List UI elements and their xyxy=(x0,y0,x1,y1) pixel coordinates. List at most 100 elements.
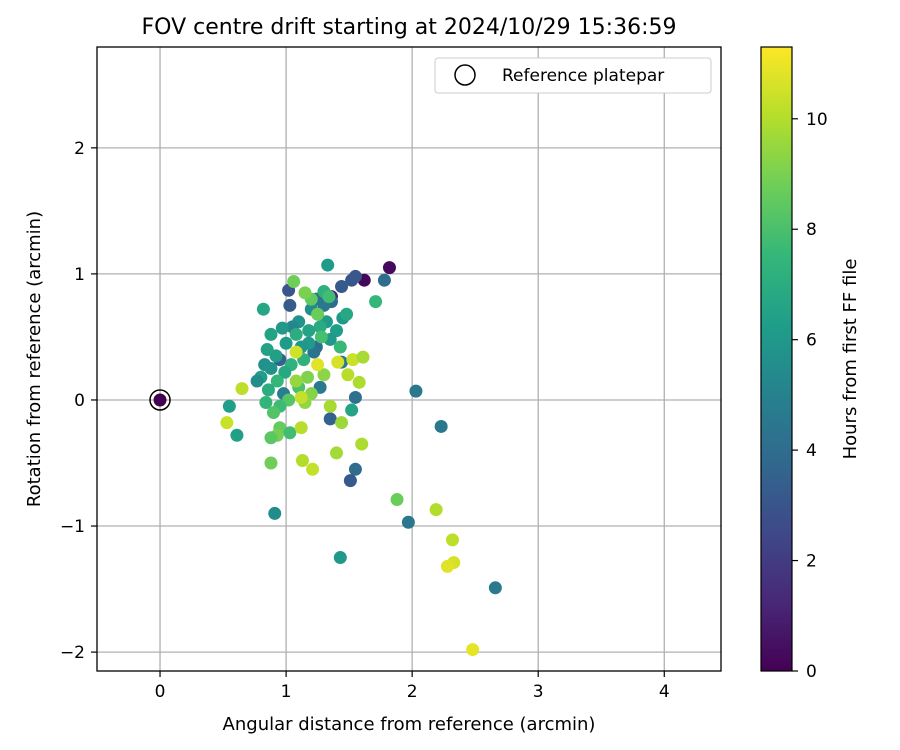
data-point xyxy=(341,368,355,382)
data-point xyxy=(301,370,315,384)
data-point xyxy=(382,261,396,275)
colorbar-tick-label: 10 xyxy=(806,110,828,130)
data-point xyxy=(264,431,278,445)
data-point xyxy=(306,462,320,476)
data-point xyxy=(445,533,459,547)
legend-box xyxy=(434,57,712,94)
data-point xyxy=(250,374,264,388)
data-point xyxy=(266,406,280,420)
x-tick-label: 2 xyxy=(407,682,418,702)
y-axis-label: Rotation from reference (arcmin) xyxy=(24,211,45,507)
data-point xyxy=(377,273,391,287)
data-point xyxy=(278,365,292,379)
data-point xyxy=(235,382,249,396)
data-point xyxy=(355,437,369,451)
data-point xyxy=(313,320,327,334)
data-point xyxy=(295,453,309,467)
data-point xyxy=(220,416,234,430)
data-point xyxy=(230,428,244,442)
data-point xyxy=(302,324,316,338)
y-axis-ticks: −2 −1 0 1 2 xyxy=(60,139,97,663)
data-point xyxy=(264,327,278,341)
plot-background xyxy=(97,47,721,671)
data-point xyxy=(335,280,349,294)
data-point xyxy=(314,330,328,344)
x-tick-label: 1 xyxy=(281,682,292,702)
grid-lines xyxy=(97,47,721,671)
y-tick-label: 0 xyxy=(74,391,85,411)
data-point xyxy=(298,286,312,300)
data-point xyxy=(264,456,278,470)
data-point xyxy=(488,581,502,595)
colorbar-tick-label: 4 xyxy=(806,441,817,461)
data-point xyxy=(345,403,359,417)
data-point xyxy=(440,559,454,573)
y-tick-label: −1 xyxy=(60,517,85,537)
legend-label: Reference platepar xyxy=(502,66,664,86)
colorbar-label: Hours from first FF file xyxy=(840,259,861,460)
data-point xyxy=(321,258,335,272)
x-tick-label: 4 xyxy=(659,682,670,702)
colorbar-tick-label: 2 xyxy=(806,552,817,572)
data-point xyxy=(311,307,325,321)
data-point xyxy=(268,506,282,520)
data-point xyxy=(275,321,289,335)
plot-frame xyxy=(96,46,722,672)
data-point xyxy=(335,416,349,430)
data-point xyxy=(289,374,303,388)
data-point xyxy=(466,643,480,657)
data-point xyxy=(270,374,284,388)
x-tick-label: 0 xyxy=(155,682,166,702)
data-point xyxy=(331,355,345,369)
data-point xyxy=(390,493,404,507)
plot-area: 0 1 2 3 4 −2 −1 0 1 2 xyxy=(60,46,722,702)
colorbar-tick-label: 8 xyxy=(806,220,817,240)
data-point xyxy=(261,383,275,397)
reference-marker xyxy=(149,389,171,411)
data-point xyxy=(287,274,301,288)
data-point xyxy=(333,551,347,565)
colorbar-tick-label: 0 xyxy=(806,662,817,682)
data-point xyxy=(311,358,325,372)
data-point xyxy=(346,353,360,367)
data-point xyxy=(259,395,273,409)
data-points xyxy=(220,258,502,657)
data-point xyxy=(343,474,357,488)
data-point xyxy=(283,298,297,312)
data-point xyxy=(348,269,362,283)
data-point xyxy=(256,302,270,316)
reference-ring xyxy=(149,389,171,411)
data-point xyxy=(264,361,278,375)
data-point xyxy=(222,399,236,413)
colorbar-frame xyxy=(760,46,793,672)
colorbar-ticks: 0 2 4 6 8 10 xyxy=(792,110,828,682)
data-point xyxy=(429,503,443,517)
data-point xyxy=(317,368,331,382)
data-point xyxy=(330,446,344,460)
data-point xyxy=(434,419,448,433)
data-point xyxy=(348,462,362,476)
legend-marker-icon xyxy=(454,64,476,86)
data-point xyxy=(279,336,293,350)
data-point xyxy=(369,295,383,309)
data-point xyxy=(340,307,354,321)
colorbar-fill xyxy=(761,47,792,671)
data-point xyxy=(409,384,423,398)
x-axis-ticks: 0 1 2 3 4 xyxy=(155,671,670,702)
data-point xyxy=(289,345,303,359)
data-point xyxy=(289,327,303,341)
data-point xyxy=(333,340,347,354)
data-point xyxy=(294,390,308,404)
colorbar: 0 2 4 6 8 10 Hours from first FF file xyxy=(760,46,861,682)
x-tick-label: 3 xyxy=(533,682,544,702)
data-point xyxy=(401,515,415,529)
data-point xyxy=(348,390,362,404)
data-point xyxy=(323,412,337,426)
data-point xyxy=(283,426,297,440)
data-point xyxy=(294,421,308,435)
legend: Reference platepar xyxy=(434,57,712,94)
y-tick-label: 1 xyxy=(74,265,85,285)
y-tick-label: 2 xyxy=(74,139,85,159)
chart-title: FOV centre drift starting at 2024/10/29 … xyxy=(142,15,677,40)
